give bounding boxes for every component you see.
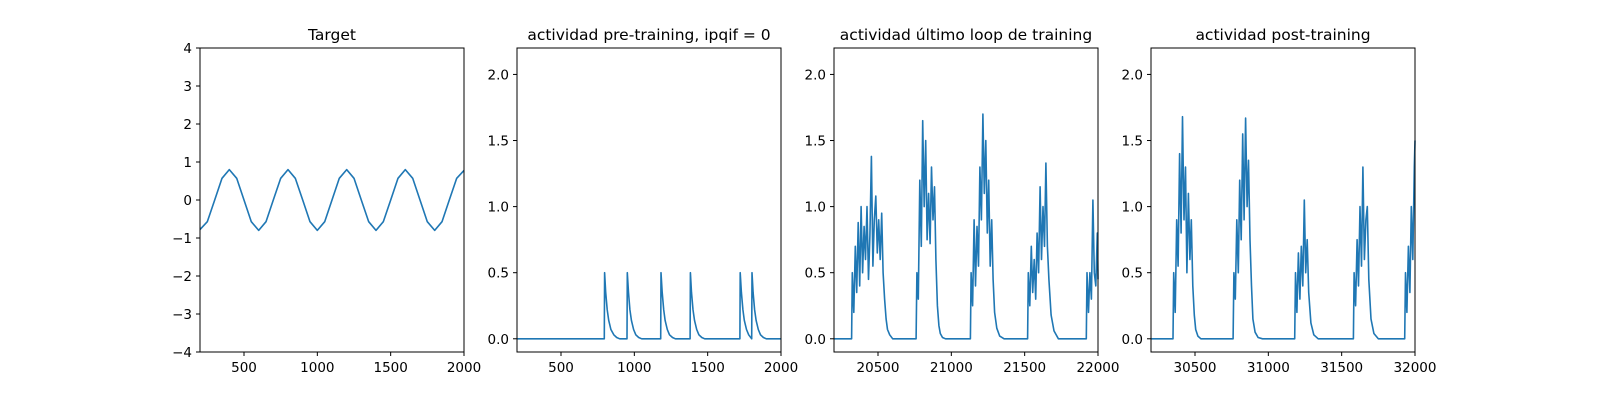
series-line	[1151, 115, 1416, 340]
x-tick-label: 20500	[857, 360, 900, 376]
y-tick-label: −2	[172, 269, 192, 285]
y-tick-label: 0.5	[488, 266, 509, 282]
y-tick-label: 2	[183, 117, 192, 133]
panel-1: Target 500 1000 1500 2000 −4 −3 −2 −1 0 1 2 3 4	[172, 26, 481, 376]
y-tick-label: 1.5	[488, 134, 509, 150]
x-tick-label: 30500	[1174, 360, 1217, 376]
x-tick-label: 1000	[300, 360, 334, 376]
series-line	[517, 271, 781, 340]
y-tick-label: 0.5	[805, 266, 826, 282]
x-tick-label: 21500	[1003, 360, 1046, 376]
y-tick-label: 0	[183, 193, 192, 209]
plot-frame	[833, 47, 1099, 353]
x-tick-label: 2000	[764, 360, 798, 376]
x-tick-label: 31500	[1320, 360, 1363, 376]
y-tick-label: 1.0	[488, 200, 509, 216]
y-tick-label: 2.0	[488, 67, 509, 83]
x-tick-label: 21000	[930, 360, 973, 376]
y-tick-label: 0.0	[1122, 332, 1143, 348]
y-tick-label: 2.0	[1122, 67, 1143, 83]
panel-title: actividad pre-training, ipqif = 0	[527, 26, 770, 44]
panel-title: actividad post-training	[1195, 26, 1370, 44]
y-tick-label: 3	[183, 79, 192, 95]
series-line	[834, 113, 1099, 340]
y-tick-label: 4	[183, 41, 192, 57]
x-tick-label: 22000	[1077, 360, 1120, 376]
y-tick-label: 0.0	[488, 332, 509, 348]
x-tick-label: 31000	[1247, 360, 1290, 376]
x-tick-label: 500	[231, 360, 257, 376]
panel-4: actividad post-training 30500 31000 31500 32…	[1122, 26, 1437, 376]
plot-frame	[516, 47, 782, 353]
panel-2: actividad pre-training, ipqif = 0 500 1000…	[488, 26, 799, 376]
y-tick-label: 0.0	[805, 332, 826, 348]
y-tick-label: 1.0	[805, 200, 826, 216]
y-tick-label: 2.0	[805, 67, 826, 83]
y-tick-label: 1	[183, 155, 192, 171]
x-tick-label: 32000	[1394, 360, 1437, 376]
x-tick-label: 1500	[690, 360, 724, 376]
series-line	[199, 168, 465, 232]
x-tick-label: 500	[548, 360, 574, 376]
x-tick-label: 1000	[617, 360, 651, 376]
panel-title: actividad último loop de training	[840, 26, 1092, 44]
y-tick-label: 1.5	[1122, 134, 1143, 150]
plot-frame	[1150, 47, 1416, 353]
x-tick-label: 1500	[373, 360, 407, 376]
y-tick-label: 1.0	[1122, 200, 1143, 216]
y-tick-label: −1	[172, 231, 192, 247]
y-tick-label: 1.5	[805, 134, 826, 150]
panel-3: actividad último loop de training 20500 21…	[805, 26, 1120, 376]
y-tick-label: −3	[172, 307, 192, 323]
panel-title: Target	[307, 26, 356, 44]
y-tick-label: −4	[172, 345, 192, 361]
y-tick-label: 0.5	[1122, 266, 1143, 282]
x-tick-label: 2000	[447, 360, 481, 376]
